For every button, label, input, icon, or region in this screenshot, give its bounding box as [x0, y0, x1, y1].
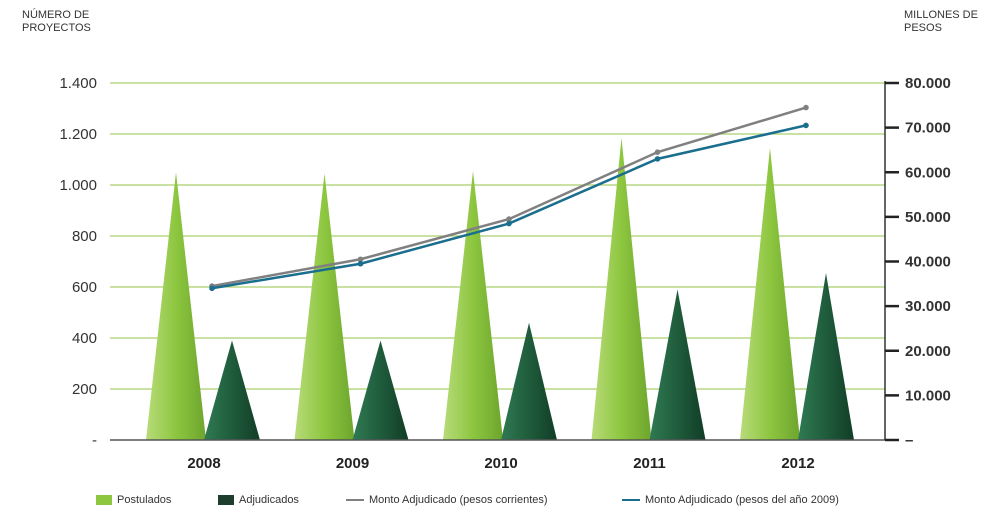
category-label: 2008	[187, 455, 220, 472]
left-tick-label: 400	[72, 330, 97, 347]
right-tick-label: 10.000	[905, 387, 951, 404]
bar-adjudicados-2010	[501, 322, 557, 440]
right-axis-title: MILLONES DE PESOS	[904, 9, 978, 34]
bar-adjudicados-2012	[798, 272, 854, 440]
line-point	[357, 256, 364, 263]
right-tick-label: 70.000	[905, 120, 951, 137]
category-label: 2011	[633, 455, 666, 472]
legend-label-monto-corrientes: Monto Adjudicado (pesos corrientes)	[369, 494, 548, 506]
left-tick-label: 800	[72, 228, 97, 245]
left-tick-label: -	[92, 432, 97, 449]
bar-adjudicados-2008	[204, 340, 260, 440]
bar-postulados-2008	[146, 172, 206, 440]
right-tick-label: –	[905, 432, 913, 449]
left-tick-label: 1.400	[59, 75, 97, 92]
legend-swatch-monto-corrientes	[346, 499, 364, 501]
line-point	[803, 104, 809, 111]
left-tick-label: 200	[72, 381, 97, 398]
legend-item-monto-corrientes: Monto Adjudicado (pesos corrientes)	[346, 494, 548, 506]
legend-swatch-postulados	[96, 495, 112, 505]
bar-postulados-2011	[591, 137, 652, 440]
chart-canvas: - 200 400 600 800 1.000 1.200 1.400 – 10.000 20.00…	[59, 75, 951, 472]
right-tick-label: 30.000	[905, 298, 951, 315]
line-point	[654, 149, 661, 155]
right-tick-label: 50.000	[905, 209, 951, 226]
legend-item-adjudicados: Adjudicados	[218, 494, 299, 506]
right-tick-label: 80.000	[905, 75, 951, 92]
line-point	[803, 122, 809, 129]
legend-item-monto-2009: Monto Adjudicado (pesos del año 2009)	[622, 494, 839, 506]
right-tick-label: 60.000	[905, 164, 951, 181]
line-point	[357, 260, 364, 267]
legend-label-postulados: Postulados	[117, 494, 172, 506]
right-tick-label: 20.000	[905, 343, 951, 360]
bar-adjudicados-2009	[352, 340, 409, 440]
bar-adjudicados-2011	[649, 289, 706, 440]
bar-postulados-2009	[294, 173, 355, 440]
bar-postulados-2010	[443, 170, 503, 440]
legend-item-postulados: Postulados	[96, 494, 171, 506]
left-axis-title: NÚMERO DE PROYECTOS	[22, 9, 91, 34]
line-point	[209, 285, 215, 292]
category-label: 2009	[336, 455, 369, 472]
legend-swatch-monto-2009	[622, 499, 640, 501]
legend-label-monto-2009: Monto Adjudicado (pesos del año 2009)	[645, 494, 839, 506]
bar-postulados-2012	[740, 148, 800, 440]
line-point	[506, 216, 512, 222]
legend-swatch-adjudicados	[218, 495, 234, 505]
line-point	[654, 156, 661, 162]
left-tick-label: 1.000	[59, 177, 97, 194]
left-tick-label: 1.200	[59, 126, 97, 143]
category-label: 2012	[781, 455, 814, 472]
line-monto-2009	[211, 124, 807, 290]
category-label: 2010	[484, 455, 517, 472]
left-tick-label: 600	[72, 279, 97, 296]
right-tick-label: 40.000	[905, 254, 951, 271]
legend-label-adjudicados: Adjudicados	[239, 494, 299, 506]
line-point	[506, 220, 512, 227]
